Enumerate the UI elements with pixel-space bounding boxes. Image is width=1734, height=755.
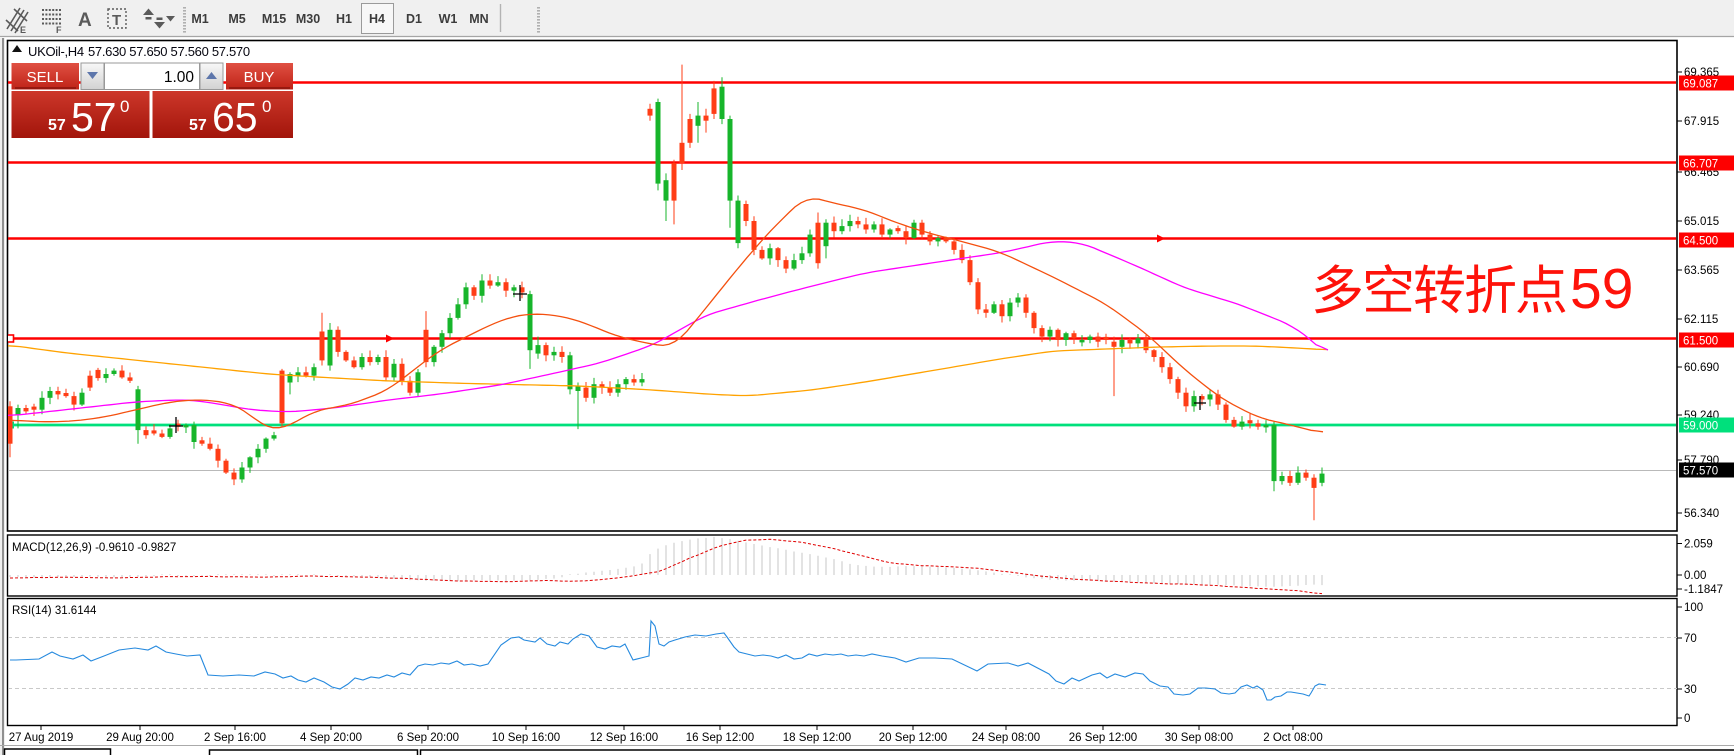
svg-text:12 Sep 16:00: 12 Sep 16:00 — [590, 732, 658, 744]
svg-text:66.707: 66.707 — [1683, 159, 1718, 171]
svg-text:UKOil-,H4: UKOil-,H4 — [28, 44, 84, 59]
svg-text:10 Sep 16:00: 10 Sep 16:00 — [492, 732, 560, 744]
svg-text:A: A — [78, 10, 92, 31]
svg-text:T: T — [112, 12, 121, 29]
svg-text:64.500: 64.500 — [1683, 236, 1718, 248]
svg-text:BUY: BUY — [244, 69, 275, 86]
svg-text:F: F — [56, 25, 62, 35]
svg-text:69.087: 69.087 — [1683, 79, 1718, 91]
svg-text:63.565: 63.565 — [1684, 265, 1719, 277]
svg-text:0.00: 0.00 — [1684, 570, 1706, 582]
svg-text:57.570: 57.570 — [1683, 466, 1718, 478]
svg-text:62.115: 62.115 — [1684, 314, 1718, 326]
svg-text:59.000: 59.000 — [1683, 421, 1718, 433]
svg-text:67.915: 67.915 — [1684, 116, 1719, 128]
svg-text:26 Sep 12:00: 26 Sep 12:00 — [1069, 732, 1137, 744]
svg-text:H1: H1 — [336, 12, 352, 26]
svg-text:0: 0 — [262, 97, 271, 116]
svg-text:29 Aug 20:00: 29 Aug 20:00 — [106, 732, 174, 744]
svg-text:MN: MN — [469, 12, 488, 26]
svg-text:61.500: 61.500 — [1683, 336, 1718, 348]
svg-text:1.00: 1.00 — [164, 69, 195, 86]
svg-text:4 Sep 20:00: 4 Sep 20:00 — [300, 732, 362, 744]
svg-text:-1.1847: -1.1847 — [1684, 584, 1723, 596]
svg-text:M30: M30 — [296, 12, 320, 26]
svg-text:57: 57 — [48, 117, 66, 134]
svg-text:27 Aug 2019: 27 Aug 2019 — [9, 732, 74, 744]
svg-text:65.015: 65.015 — [1684, 216, 1719, 228]
svg-text:M5: M5 — [228, 12, 245, 26]
svg-text:57.630 57.650 57.560 57.570: 57.630 57.650 57.560 57.570 — [88, 44, 250, 59]
svg-text:M15: M15 — [262, 12, 286, 26]
svg-text:6 Sep 20:00: 6 Sep 20:00 — [397, 732, 459, 744]
svg-text:2 Sep 16:00: 2 Sep 16:00 — [204, 732, 266, 744]
svg-text:W1: W1 — [439, 12, 458, 26]
svg-text:70: 70 — [1684, 633, 1697, 645]
svg-text:2.059: 2.059 — [1684, 539, 1713, 551]
svg-text:16 Sep 12:00: 16 Sep 12:00 — [686, 732, 754, 744]
svg-text:100: 100 — [1684, 602, 1703, 614]
svg-text:M1: M1 — [191, 12, 208, 26]
svg-text:60.690: 60.690 — [1684, 362, 1719, 374]
svg-text:MACD(12,26,9) -0.9610 -0.9827: MACD(12,26,9) -0.9610 -0.9827 — [12, 542, 176, 554]
svg-text:30: 30 — [1684, 684, 1697, 696]
svg-text:2 Oct 08:00: 2 Oct 08:00 — [1263, 732, 1322, 744]
svg-text:H4: H4 — [369, 12, 385, 26]
svg-text:E: E — [20, 25, 26, 35]
svg-text:59: 59 — [1570, 257, 1633, 321]
svg-text:20 Sep 12:00: 20 Sep 12:00 — [879, 732, 947, 744]
svg-text:0: 0 — [1684, 713, 1690, 725]
svg-text:30 Sep 08:00: 30 Sep 08:00 — [1165, 732, 1233, 744]
svg-text:57: 57 — [189, 117, 207, 134]
svg-text:RSI(14) 31.6144: RSI(14) 31.6144 — [12, 605, 97, 617]
svg-text:65: 65 — [212, 94, 258, 140]
svg-text:D1: D1 — [406, 12, 422, 26]
svg-text:0: 0 — [120, 97, 129, 116]
svg-text:24 Sep 08:00: 24 Sep 08:00 — [972, 732, 1040, 744]
svg-text:SELL: SELL — [27, 69, 64, 86]
svg-text:57: 57 — [71, 94, 117, 140]
svg-text:56.340: 56.340 — [1684, 508, 1719, 520]
svg-text:18 Sep 12:00: 18 Sep 12:00 — [783, 732, 851, 744]
